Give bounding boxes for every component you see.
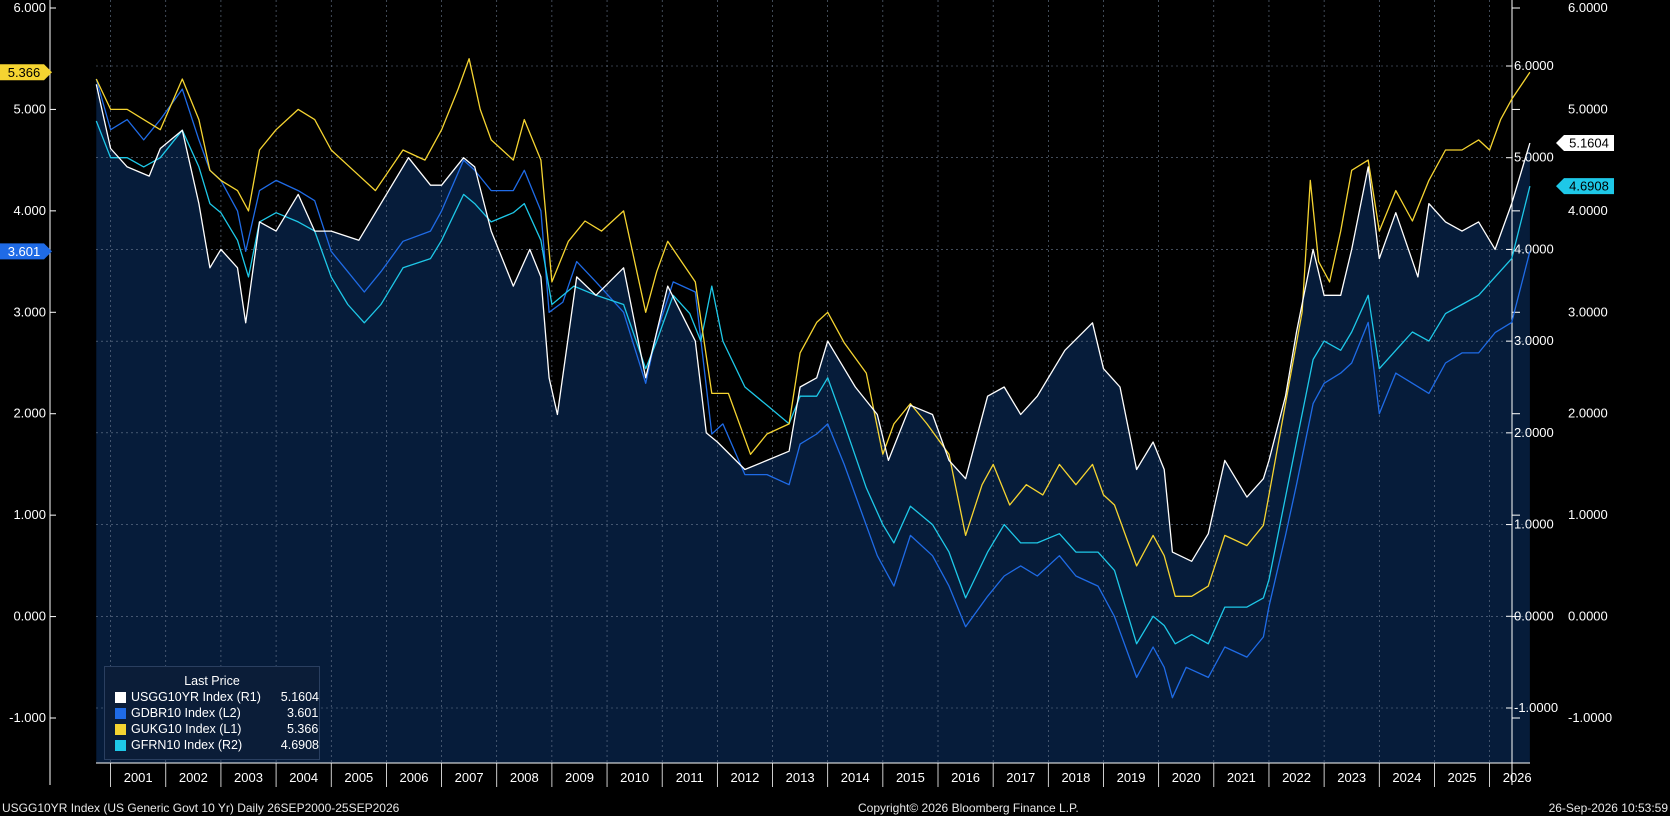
right-tick-label: 4.0000 bbox=[1514, 241, 1554, 256]
left-value-tag-label: 3.601 bbox=[8, 244, 41, 259]
legend-row-gukg10: GUKG10 Index (L1) 5.366 bbox=[105, 721, 319, 737]
x-tick-label: 2020 bbox=[1172, 770, 1201, 785]
legend-value-gukg10: 5.366 bbox=[287, 722, 319, 736]
legend-name-gdbr10: GDBR10 Index (L2) bbox=[131, 706, 241, 720]
legend-name-gfrn10: GFRN10 Index (R2) bbox=[131, 738, 243, 752]
x-tick-label: 2019 bbox=[1117, 770, 1146, 785]
legend-value-gfrn10: 4.6908 bbox=[280, 738, 319, 752]
right-outer-tick-label: 5.0000 bbox=[1568, 101, 1608, 116]
x-tick-label: 2026 bbox=[1503, 770, 1532, 785]
left-tick-label: 5.000 bbox=[13, 101, 46, 116]
right-value-tag-label: 4.6908 bbox=[1569, 179, 1609, 194]
left-tick-label: 2.000 bbox=[13, 406, 46, 421]
right-value-tag-label: 5.1604 bbox=[1569, 136, 1609, 151]
x-tick-label: 2005 bbox=[344, 770, 373, 785]
left-tick-label: 6.000 bbox=[13, 0, 46, 15]
x-tick-label: 2014 bbox=[841, 770, 870, 785]
right-tick-label: -1.0000 bbox=[1514, 700, 1558, 715]
legend-swatch-gdbr10 bbox=[115, 707, 126, 719]
x-tick-label: 2003 bbox=[234, 770, 263, 785]
series-line-gdbr10 bbox=[95, 78, 1531, 699]
left-value-tag bbox=[0, 64, 52, 81]
x-tick-label: 2024 bbox=[1392, 770, 1421, 785]
x-tick-label: 2013 bbox=[786, 770, 815, 785]
right-outer-tick-label: 1.0000 bbox=[1568, 507, 1608, 522]
x-tick-label: 2011 bbox=[676, 770, 704, 785]
legend-name-gukg10: GUKG10 Index (L1) bbox=[131, 722, 242, 736]
series-line-usgg10yr bbox=[95, 84, 1531, 562]
legend: Last Price USGG10YR Index (R1) 5.1604 GD… bbox=[104, 666, 320, 760]
legend-row-gdbr10: GDBR10 Index (L2) 3.601 bbox=[105, 705, 319, 721]
right-outer-tick-label: 4.0000 bbox=[1568, 203, 1608, 218]
footer-timestamp: 26-Sep-2026 10:53:59 bbox=[1548, 801, 1668, 815]
right-outer-tick-label: 2.0000 bbox=[1568, 406, 1608, 421]
legend-title: Last Price bbox=[184, 674, 240, 688]
right-outer-tick-label: 6.0000 bbox=[1568, 0, 1608, 15]
x-tick-label: 2016 bbox=[951, 770, 980, 785]
footer-security-description: USGG10YR Index (US Generic Govt 10 Yr) D… bbox=[2, 801, 400, 815]
axis-layer: 6.000 5.000 4.000 3.000 2.000 1.000 0.000 -1.00… bbox=[9, 0, 1612, 787]
left-tick-label: 0.000 bbox=[13, 609, 46, 624]
left-tick-label: 3.000 bbox=[13, 304, 46, 319]
right-outer-tick-label: -1.0000 bbox=[1568, 710, 1612, 725]
legend-swatch-usgg10yr bbox=[115, 691, 126, 703]
right-tick-label: 2.0000 bbox=[1514, 425, 1554, 440]
footer-copyright: Copyright© 2026 Bloomberg Finance L.P. bbox=[858, 801, 1079, 815]
series-line-gukg10 bbox=[95, 58, 1531, 597]
x-tick-label: 2008 bbox=[510, 770, 539, 785]
x-tick-label: 2018 bbox=[1061, 770, 1090, 785]
series-layer bbox=[95, 58, 1531, 699]
legend-value-usgg10yr: 5.1604 bbox=[280, 690, 319, 704]
left-tick-label: -1.000 bbox=[9, 710, 46, 725]
left-tick-label: 1.000 bbox=[13, 507, 46, 522]
left-tick-label: 4.000 bbox=[13, 203, 46, 218]
x-tick-label: 2021 bbox=[1227, 770, 1256, 785]
legend-name-usgg10yr: USGG10YR Index (R1) bbox=[131, 690, 261, 704]
right-tick-label: 1.0000 bbox=[1514, 517, 1554, 532]
right-outer-tick-label: 3.0000 bbox=[1568, 304, 1608, 319]
x-tick-label: 2015 bbox=[896, 770, 925, 785]
right-value-tag bbox=[1556, 178, 1614, 195]
right-tick-label: 0.0000 bbox=[1514, 608, 1554, 623]
right-outer-tick-label: 0.0000 bbox=[1568, 609, 1608, 624]
right-tick-label: 5.0000 bbox=[1514, 150, 1554, 165]
x-tick-label: 2025 bbox=[1448, 770, 1477, 785]
x-tick-label: 2023 bbox=[1337, 770, 1366, 785]
x-tick-label: 2012 bbox=[730, 770, 759, 785]
left-value-tag bbox=[0, 243, 52, 260]
right-tick-label: 3.0000 bbox=[1514, 333, 1554, 348]
x-tick-label: 2022 bbox=[1282, 770, 1311, 785]
x-tick-label: 2017 bbox=[1006, 770, 1035, 785]
series-line-gfrn10 bbox=[95, 120, 1531, 645]
value-tag-layer: 5.366 3.601 5.1604 4.6908 bbox=[0, 64, 1614, 260]
x-tick-label: 2004 bbox=[289, 770, 318, 785]
legend-swatch-gfrn10 bbox=[115, 739, 126, 751]
legend-row-usgg10yr: USGG10YR Index (R1) 5.1604 bbox=[105, 689, 319, 705]
x-tick-label: 2006 bbox=[400, 770, 429, 785]
area-fill-usgg10yr bbox=[96, 84, 1530, 764]
area-layer bbox=[96, 84, 1530, 764]
x-tick-label: 2009 bbox=[565, 770, 594, 785]
right-value-tag bbox=[1556, 135, 1614, 152]
legend-swatch-gukg10 bbox=[115, 723, 126, 735]
legend-value-gdbr10: 3.601 bbox=[287, 706, 319, 720]
x-tick-label: 2001 bbox=[124, 770, 153, 785]
x-tick-label: 2010 bbox=[620, 770, 649, 785]
right-tick-label: 6.0000 bbox=[1514, 58, 1554, 73]
x-tick-label: 2002 bbox=[179, 770, 208, 785]
legend-row-gfrn10: GFRN10 Index (R2) 4.6908 bbox=[105, 737, 319, 753]
x-tick-label: 2007 bbox=[455, 770, 484, 785]
left-value-tag-label: 5.366 bbox=[8, 65, 41, 80]
grid-layer bbox=[96, 0, 1530, 763]
